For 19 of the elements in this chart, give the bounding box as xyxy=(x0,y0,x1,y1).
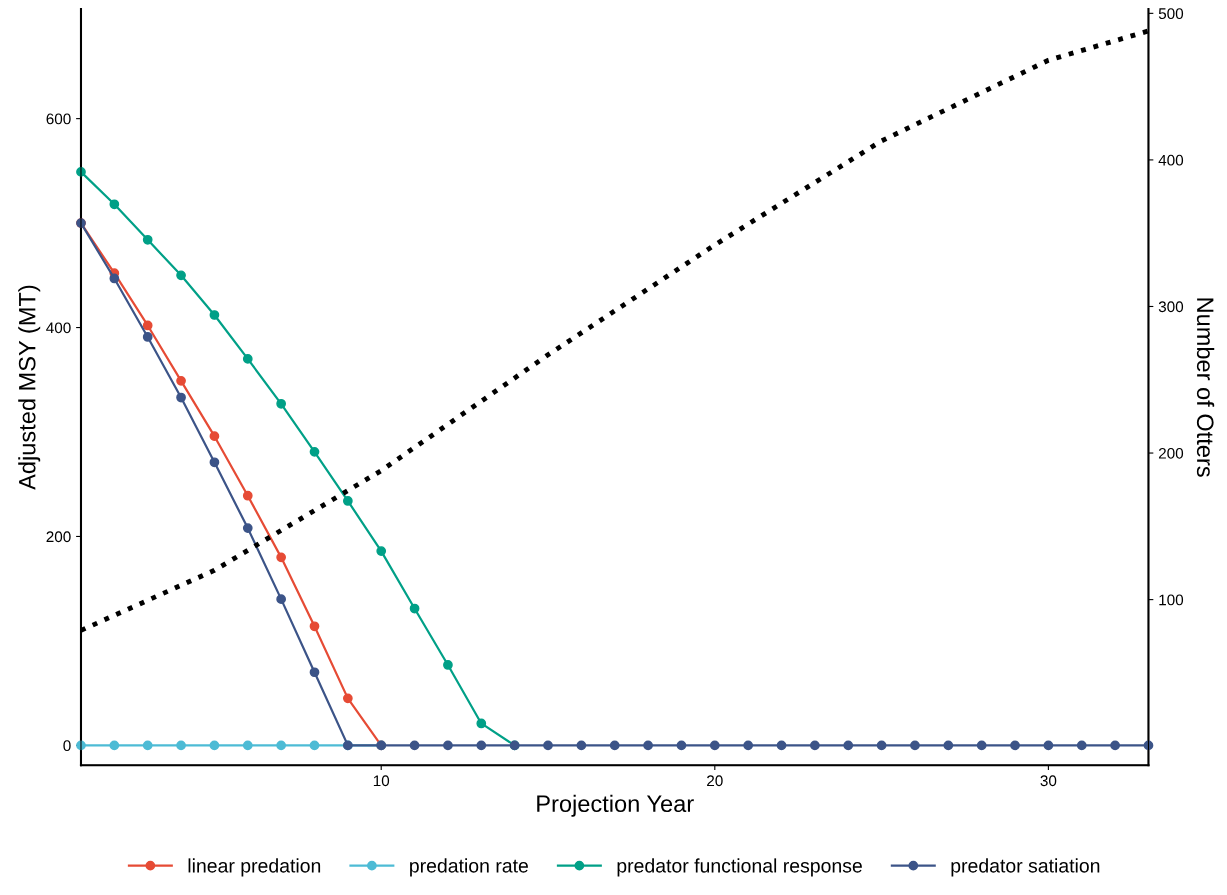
y2-tick-label: 400 xyxy=(1158,154,1184,166)
y2-tick-label: 500 xyxy=(1158,8,1184,20)
y-tick-label: 400 xyxy=(46,322,71,334)
y-tick-label: 200 xyxy=(46,531,71,543)
x-tick-label: 10 xyxy=(373,775,390,787)
y-tick-label: 0 xyxy=(63,740,71,752)
legend-label: predator functional response xyxy=(617,858,862,877)
y2-tick-label: 100 xyxy=(1159,594,1184,606)
legend-label: predator satiation xyxy=(951,858,1100,877)
y-axis-title: Adjusted MSY (MT) xyxy=(18,285,41,490)
legend-label: predation rate xyxy=(410,858,528,877)
legend-label: linear predation xyxy=(188,858,321,877)
y2-tick-label: 300 xyxy=(1158,301,1184,313)
y-tick-label: 600 xyxy=(46,113,71,125)
y2-axis-title: Number of Otters xyxy=(1196,298,1215,477)
x-tick-label: 20 xyxy=(707,775,723,787)
y2-tick-label: 200 xyxy=(1158,447,1184,459)
x-axis-title: Projection Year xyxy=(537,794,694,817)
x-tick-label: 30 xyxy=(1040,775,1057,787)
